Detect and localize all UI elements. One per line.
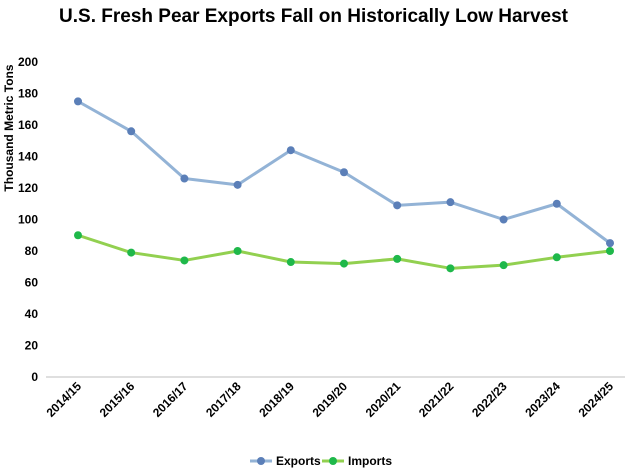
legend-label-exports: Exports (276, 454, 321, 468)
x-tick-label: 2023/24 (522, 379, 563, 420)
y-tick-label: 0 (31, 370, 38, 384)
data-point-exports (552, 199, 561, 208)
x-tick-label: 2014/15 (44, 379, 85, 420)
y-tick-label: 40 (25, 307, 39, 321)
y-axis-label: Thousand Metric Tons (2, 64, 16, 191)
y-tick-label: 200 (18, 55, 38, 69)
data-point-exports (74, 97, 82, 106)
x-tick-label: 2018/19 (256, 379, 297, 420)
data-point-exports (286, 146, 295, 155)
y-axis-label-group: Thousand Metric Tons (2, 64, 16, 191)
y-tick-label: 100 (18, 213, 38, 227)
data-point-exports (127, 127, 136, 136)
data-point-exports (393, 201, 402, 210)
data-point-imports (127, 248, 136, 257)
data-point-imports (499, 261, 508, 270)
x-tick-label: 2015/16 (97, 379, 138, 420)
x-tick-label: 2017/18 (203, 379, 244, 420)
data-point-exports (606, 239, 614, 248)
data-point-imports (552, 253, 561, 262)
x-tick-label: 2024/25 (576, 379, 617, 420)
data-point-exports (233, 180, 242, 189)
data-point-imports (74, 231, 82, 240)
data-point-exports (446, 198, 455, 207)
x-tick-label: 2020/21 (363, 379, 404, 420)
y-tick-label: 140 (18, 150, 38, 164)
legend-marker-imports (329, 457, 337, 465)
x-tick-label: 2022/23 (469, 379, 510, 420)
series-points (74, 97, 614, 273)
x-tick-labels: 2014/15 2015/16 2016/17 2017/18 2018/19 2019/… (44, 379, 617, 420)
y-tick-label: 160 (18, 118, 38, 132)
y-tick-label: 180 (18, 87, 38, 101)
chart-title: U.S. Fresh Pear Exports Fall on Historic… (59, 6, 568, 27)
data-point-imports (180, 256, 189, 265)
data-point-imports (340, 259, 348, 268)
data-point-exports (340, 168, 348, 177)
data-point-exports (180, 174, 189, 183)
x-tick-label: 2021/22 (416, 379, 457, 420)
data-point-imports (393, 254, 402, 263)
y-tick-label: 20 (25, 339, 39, 353)
data-point-imports (446, 264, 455, 273)
legend-marker-exports (257, 457, 265, 465)
data-point-imports (606, 247, 614, 255)
series-lines (76, 99, 612, 270)
y-tick-label: 60 (25, 276, 39, 290)
data-point-imports (286, 258, 295, 267)
x-tick-label: 2019/20 (310, 379, 351, 420)
y-tick-label: 80 (25, 244, 39, 258)
legend: Exports Imports (250, 454, 392, 468)
y-tick-labels: 0 20 40 60 80 100 120 140 160 180 200 (18, 55, 38, 384)
data-point-exports (499, 215, 508, 224)
x-tick-label: 2016/17 (150, 379, 191, 420)
y-tick-label: 120 (18, 181, 38, 195)
data-point-imports (233, 247, 242, 255)
legend-label-imports: Imports (348, 454, 392, 468)
